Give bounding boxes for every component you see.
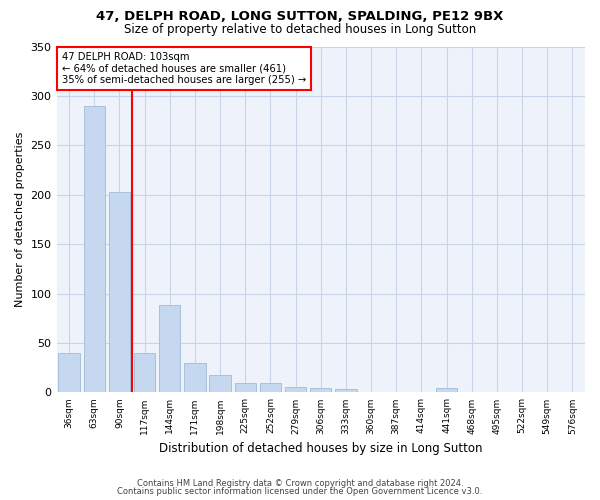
- Bar: [235, 382, 256, 392]
- Bar: [436, 388, 457, 392]
- Bar: [83, 106, 105, 393]
- Bar: [109, 192, 130, 392]
- Text: Contains public sector information licensed under the Open Government Licence v3: Contains public sector information licen…: [118, 487, 482, 496]
- Bar: [159, 306, 181, 392]
- Bar: [260, 382, 281, 392]
- Y-axis label: Number of detached properties: Number of detached properties: [15, 132, 25, 307]
- Bar: [184, 363, 206, 392]
- X-axis label: Distribution of detached houses by size in Long Sutton: Distribution of detached houses by size …: [159, 442, 482, 455]
- Text: Size of property relative to detached houses in Long Sutton: Size of property relative to detached ho…: [124, 22, 476, 36]
- Text: 47, DELPH ROAD, LONG SUTTON, SPALDING, PE12 9BX: 47, DELPH ROAD, LONG SUTTON, SPALDING, P…: [97, 10, 503, 23]
- Text: 47 DELPH ROAD: 103sqm
← 64% of detached houses are smaller (461)
35% of semi-det: 47 DELPH ROAD: 103sqm ← 64% of detached …: [62, 52, 306, 85]
- Bar: [58, 353, 80, 393]
- Bar: [285, 388, 307, 392]
- Bar: [209, 374, 231, 392]
- Bar: [310, 388, 331, 392]
- Bar: [134, 353, 155, 393]
- Text: Contains HM Land Registry data © Crown copyright and database right 2024.: Contains HM Land Registry data © Crown c…: [137, 478, 463, 488]
- Bar: [335, 390, 356, 392]
